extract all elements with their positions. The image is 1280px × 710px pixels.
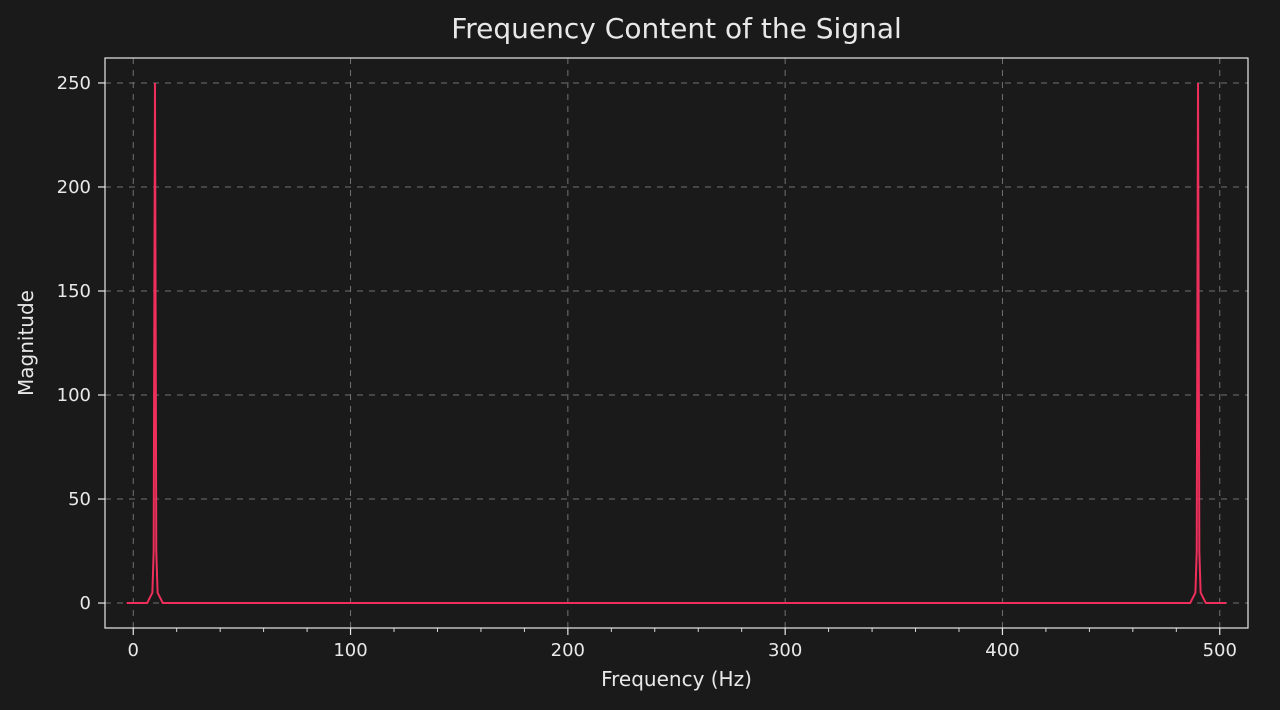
- y-tick-label: 250: [57, 73, 91, 94]
- frequency-chart: 0 100 200 300 400 500 0 50 100 150 200 250 Frequency…: [0, 0, 1280, 710]
- x-tick-label: 0: [128, 640, 139, 661]
- y-tick-label: 50: [68, 489, 91, 510]
- y-tick-label: 0: [80, 593, 91, 614]
- y-axis-label: Magnitude: [14, 290, 38, 396]
- x-tick-label: 400: [985, 640, 1019, 661]
- y-tick-label: 200: [57, 177, 91, 198]
- y-tick-label: 150: [57, 281, 91, 302]
- x-tick-label: 300: [768, 640, 802, 661]
- x-tick-label: 500: [1203, 640, 1237, 661]
- chart-svg: 0 100 200 300 400 500 0 50 100 150 200 250 Frequency…: [0, 0, 1280, 710]
- x-tick-label: 200: [551, 640, 585, 661]
- y-tick-label: 100: [57, 385, 91, 406]
- chart-title: Frequency Content of the Signal: [451, 12, 902, 45]
- x-tick-label: 100: [333, 640, 367, 661]
- x-axis-label: Frequency (Hz): [601, 667, 752, 691]
